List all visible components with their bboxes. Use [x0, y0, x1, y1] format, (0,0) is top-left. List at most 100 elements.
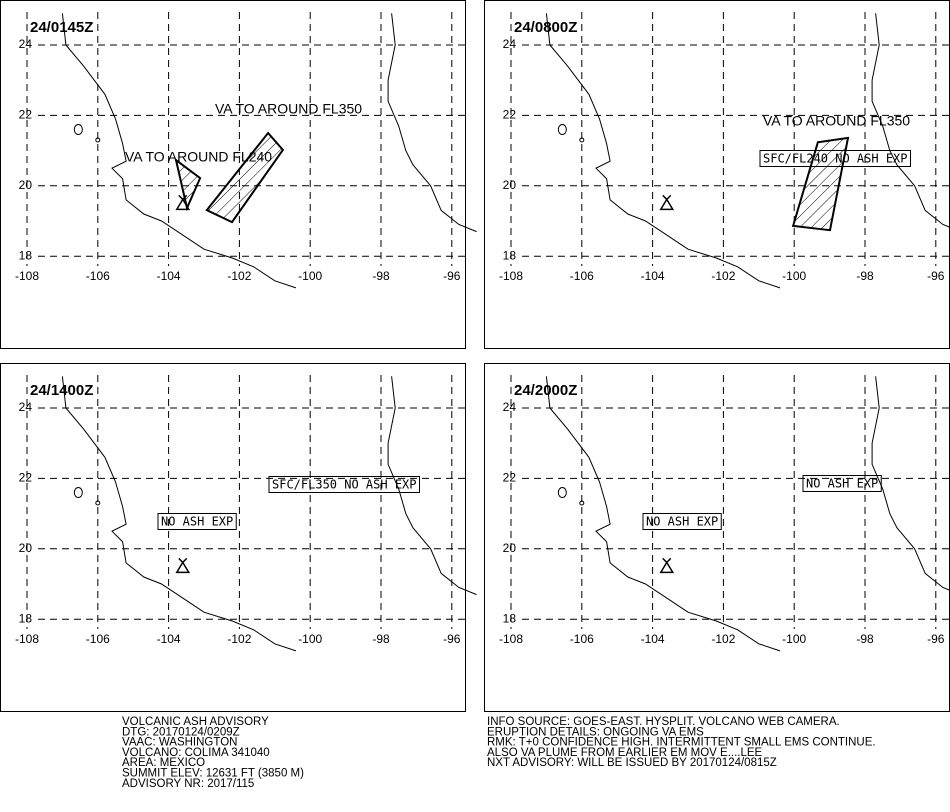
no-ash-label: SFC/FL350 NO ASH EXP: [272, 478, 417, 492]
coastline: [545, 376, 781, 652]
volcano-icon: [659, 194, 675, 211]
island: [557, 123, 567, 135]
label-box: [642, 513, 722, 530]
x-tick-label: -96: [927, 632, 945, 646]
x-tick-label: -100: [298, 632, 322, 646]
x-tick-label: -100: [782, 269, 806, 283]
y-tick-label: 20: [19, 541, 33, 555]
y-tick-label: 18: [503, 248, 517, 262]
y-tick-label: 20: [19, 178, 33, 192]
y-tick-label: 20: [503, 541, 517, 555]
x-tick-label: -108: [499, 632, 523, 646]
x-tick-label: -106: [570, 269, 594, 283]
label-box: [157, 513, 237, 530]
footer-line: VOLCANO: COLIMA 341040: [122, 747, 270, 759]
y-tick-label: 18: [503, 611, 517, 625]
label-box: [759, 150, 911, 167]
y-tick-label: 24: [503, 37, 517, 51]
y-tick-label: 22: [19, 108, 33, 122]
x-tick-label: -102: [227, 632, 251, 646]
footer-line: ERUPTION DETAILS: ONGOING VA EMS: [487, 726, 704, 738]
footer-line: RMK: T+0 CONFIDENCE HIGH. INTERMITTENT S…: [487, 737, 876, 749]
footer-line: ADVISORY NR: 2017/115: [122, 778, 254, 790]
y-tick-label: 22: [19, 471, 33, 485]
y-tick-label: 24: [19, 37, 33, 51]
x-tick-label: -104: [641, 632, 665, 646]
footer-line: SUMMIT ELEV: 12631 FT (3850 M): [122, 768, 304, 780]
x-tick-label: -100: [782, 632, 806, 646]
y-tick-label: 22: [503, 108, 517, 122]
footer-line: AREA: MEXICO: [122, 757, 205, 769]
y-tick-label: 18: [19, 248, 33, 262]
panel-title: 24/0145Z: [30, 19, 93, 36]
footer-line: NXT ADVISORY: WILL BE ISSUED BY 20170124…: [487, 757, 777, 769]
panel-title: 24/2000Z: [514, 382, 577, 399]
island: [73, 123, 83, 135]
y-tick-label: 24: [19, 400, 33, 414]
panel-frame: [484, 363, 950, 712]
map-panel: -108 -106 -104 -102 -100 -98 -96 18 20 22 2424/080…: [484, 0, 950, 349]
y-tick-label: 24: [503, 400, 517, 414]
x-tick-label: -108: [499, 269, 523, 283]
x-tick-label: -96: [443, 632, 461, 646]
x-tick-label: -98: [372, 269, 390, 283]
y-tick-label: 20: [503, 178, 517, 192]
footer-line: VAAC: WASHINGTON: [122, 737, 237, 749]
footer-line: VOLCANIC ASH ADVISORY: [122, 716, 269, 728]
ash-label: VA TO AROUND FL350: [763, 113, 910, 129]
coastline: [61, 13, 297, 289]
map-panel: -108 -106 -104 -102 -100 -98 -96 18 20 22 2424/140…: [0, 363, 477, 712]
island: [95, 500, 101, 506]
x-tick-label: -96: [927, 269, 945, 283]
panel-frame: [0, 363, 466, 712]
island: [579, 500, 585, 506]
map-panel: -108 -106 -104 -102 -100 -98 -96 18 20 22 2424/014…: [0, 0, 477, 349]
x-tick-label: -108: [15, 269, 39, 283]
no-ash-label: NO ASH EXP: [646, 515, 718, 529]
y-tick-label: 22: [503, 471, 517, 485]
ash-label: VA TO AROUND FL350: [215, 101, 362, 117]
coastline: [545, 13, 781, 289]
x-tick-label: -96: [443, 269, 461, 283]
x-tick-label: -104: [641, 269, 665, 283]
map-panel: -108 -106 -104 -102 -100 -98 -96 18 20 22 2424/200…: [484, 363, 950, 712]
ash-area: [174, 157, 202, 212]
x-tick-label: -106: [570, 632, 594, 646]
footer-line: INFO SOURCE: GOES-EAST. HYSPLIT. VOLCANO…: [487, 716, 840, 728]
ash-area: [791, 136, 850, 232]
island: [95, 137, 101, 143]
x-tick-label: -102: [711, 269, 735, 283]
x-tick-label: -106: [86, 632, 110, 646]
footer-line: DTG: 20170124/0209Z: [122, 726, 240, 738]
panel-title: 24/0800Z: [514, 19, 577, 36]
x-tick-label: -100: [298, 269, 322, 283]
x-tick-label: -106: [86, 269, 110, 283]
coastline: [61, 376, 297, 652]
coastline: [387, 13, 477, 233]
y-tick-label: 18: [19, 611, 33, 625]
x-tick-label: -104: [157, 632, 181, 646]
x-tick-label: -102: [711, 632, 735, 646]
no-ash-label: NO ASH EXP: [161, 515, 233, 529]
footer-line: ALSO VA PLUME FROM EARLIER EM MOV E....L…: [487, 747, 763, 759]
x-tick-label: -102: [227, 269, 251, 283]
volcano-icon: [659, 557, 675, 574]
coastline: [387, 376, 477, 596]
panel-frame: [0, 0, 466, 349]
x-tick-label: -108: [15, 632, 39, 646]
label-box: [802, 475, 882, 492]
ash-label: VA TO AROUND FL240: [125, 149, 272, 165]
label-box: [268, 476, 420, 493]
volcano-icon: [175, 557, 191, 574]
island: [579, 137, 585, 143]
x-tick-label: -98: [856, 632, 874, 646]
panel-frame: [484, 0, 950, 349]
no-ash-label: NO ASH EXP: [806, 477, 878, 491]
coastline: [871, 376, 950, 591]
x-tick-label: -98: [856, 269, 874, 283]
ash-area: [205, 131, 285, 224]
island: [557, 486, 567, 498]
x-tick-label: -98: [372, 632, 390, 646]
island: [73, 486, 83, 498]
